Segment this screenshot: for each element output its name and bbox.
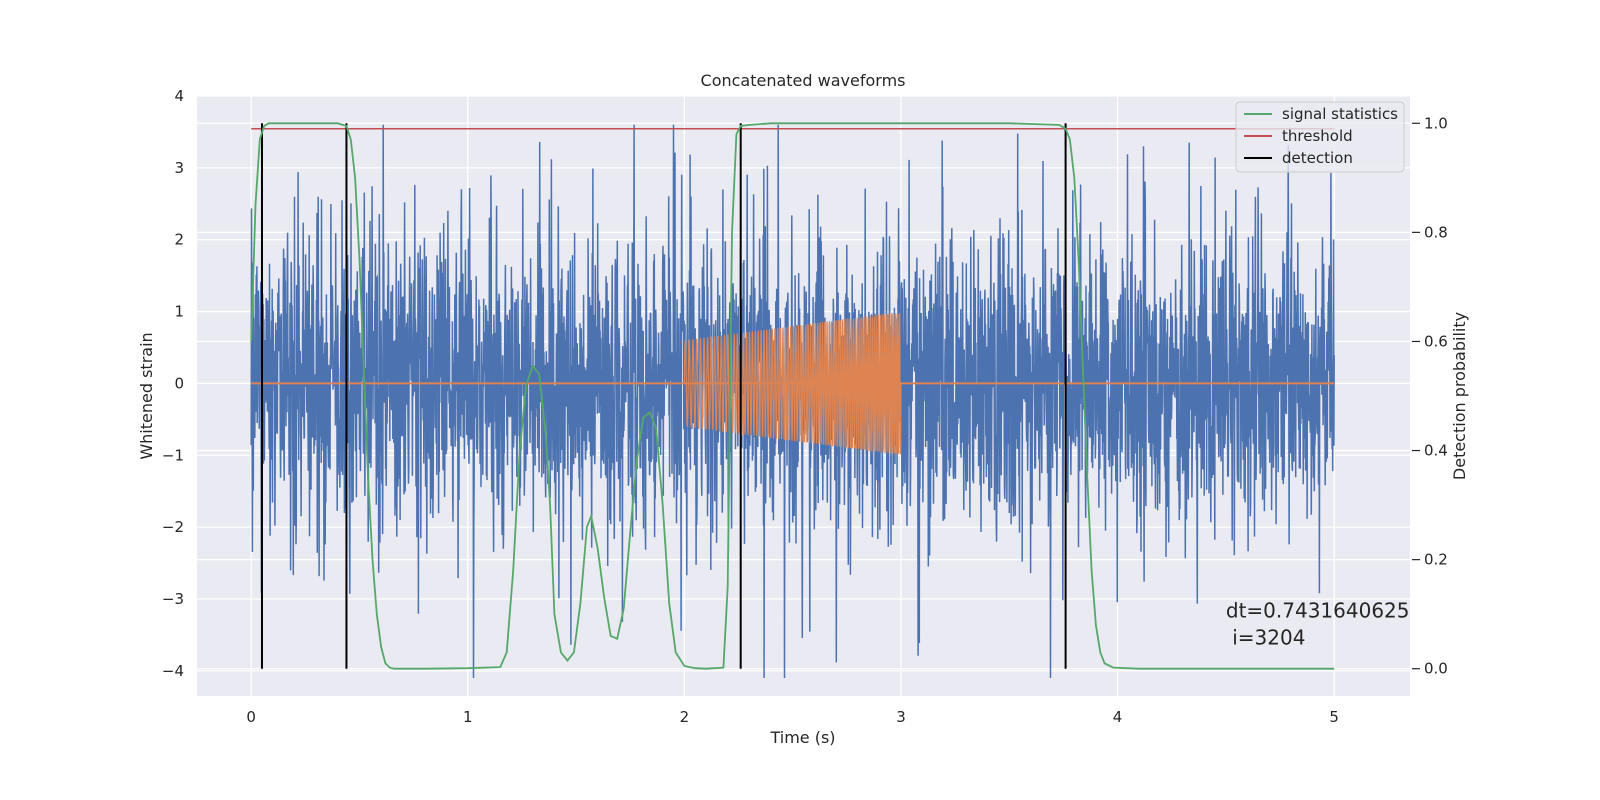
signal-statistics-series bbox=[250, 122, 1335, 670]
x-tick-label: 1 bbox=[463, 708, 473, 726]
y2-tick-label: 0.4 bbox=[1424, 442, 1448, 460]
y-tick-label: 1 bbox=[174, 303, 184, 321]
annotation-dt: dt=0.7431640625 bbox=[1226, 599, 1410, 623]
y-tick-label: −4 bbox=[162, 662, 184, 680]
y-tick-label: −1 bbox=[162, 446, 184, 464]
annotation-index: i=3204 bbox=[1226, 626, 1306, 650]
legend-label-signal-statistics: signal statistics bbox=[1282, 105, 1398, 123]
injected-signal-series bbox=[683, 312, 902, 456]
x-tick-label: 4 bbox=[1113, 708, 1123, 726]
detection-series bbox=[260, 123, 1067, 669]
y-tick-label: −3 bbox=[162, 590, 184, 608]
y-axis-label: Whitened strain bbox=[137, 332, 156, 459]
x-axis-ticks: 0 1 2 3 4 5 bbox=[246, 708, 1339, 726]
legend-box bbox=[1235, 101, 1405, 173]
legend: signal statistics threshold detection bbox=[1235, 101, 1405, 173]
y-tick-label: −2 bbox=[162, 518, 184, 536]
chart-title: Concatenated waveforms bbox=[701, 71, 906, 90]
y-axis-ticks: −4 −3 −2 −1 0 1 2 3 4 bbox=[162, 87, 184, 680]
legend-label-detection: detection bbox=[1282, 149, 1353, 167]
y2-axis-ticks: 0.0 0.2 0.4 0.6 0.8 1.0 bbox=[1412, 114, 1448, 678]
legend-label-threshold: threshold bbox=[1282, 127, 1353, 145]
y-tick-label: 2 bbox=[174, 231, 184, 249]
y-tick-label: 3 bbox=[174, 159, 184, 177]
noise-series bbox=[250, 124, 1335, 679]
x-axis-label: Time (s) bbox=[769, 728, 835, 747]
x-tick-label: 3 bbox=[896, 708, 906, 726]
annotation: dt=0.7431640625 i=3204 bbox=[1226, 599, 1410, 650]
y2-tick-label: 0.2 bbox=[1424, 551, 1448, 569]
x-tick-label: 5 bbox=[1329, 708, 1339, 726]
y2-tick-label: 0.8 bbox=[1424, 223, 1448, 241]
y-tick-label: 0 bbox=[174, 374, 184, 392]
y-tick-label: 4 bbox=[174, 87, 184, 105]
y2-tick-label: 0.6 bbox=[1424, 332, 1448, 350]
x-tick-label: 2 bbox=[680, 708, 690, 726]
x-tick-label: 0 bbox=[246, 708, 256, 726]
y2-tick-label: 0.0 bbox=[1424, 660, 1448, 678]
y2-axis-label: Detection probability bbox=[1450, 312, 1469, 480]
plot-area bbox=[250, 122, 1335, 679]
y2-tick-label: 1.0 bbox=[1424, 114, 1448, 132]
